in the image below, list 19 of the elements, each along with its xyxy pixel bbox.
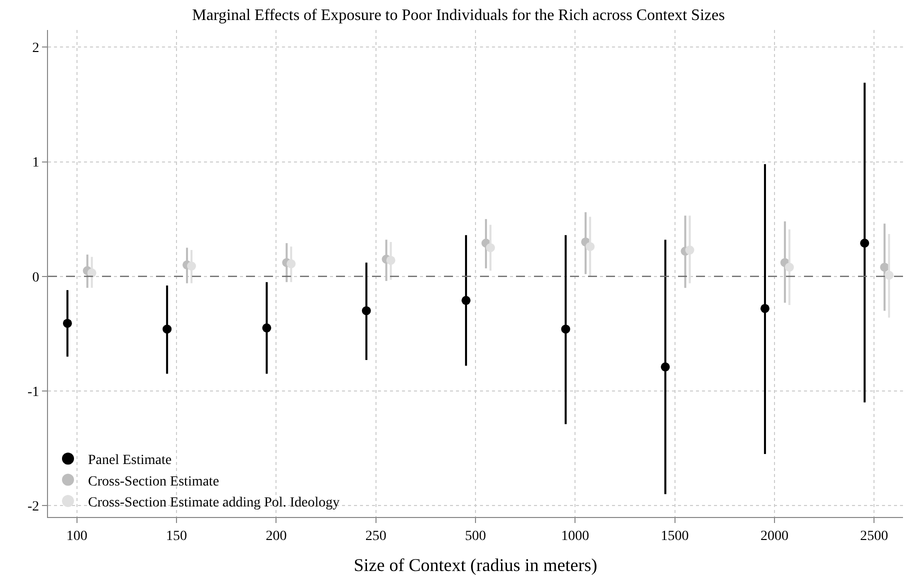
y-tick-label: 2 [32,41,40,56]
x-tick-label: 500 [465,528,486,544]
y-tick-label: 1 [32,156,40,171]
legend-label: Cross-Section Estimate [88,474,220,490]
legend-label: Panel Estimate [88,453,172,468]
x-tick-label: 1500 [660,528,689,544]
x-tick-label: 1000 [561,528,590,544]
x-tick-label: 150 [166,528,188,544]
x-tick-label: 200 [266,528,287,544]
x-tick-label: 100 [66,528,88,544]
y-tick-label: -1 [28,384,40,400]
legend-label: Cross-Section Estimate adding Pol. Ideology [88,495,340,510]
x-axis-title: Size of Context (radius in meters) [354,554,598,575]
x-tick-label: 2500 [860,528,888,544]
x-tick-label: 2000 [760,528,788,544]
x-tick-label: 250 [365,528,386,544]
chart-title: Marginal Effects of Exposure to Poor Individuals for the Rich across Context Sizes [192,6,725,24]
y-tick-label: -2 [28,499,40,514]
y-tick-label: 0 [32,270,40,286]
